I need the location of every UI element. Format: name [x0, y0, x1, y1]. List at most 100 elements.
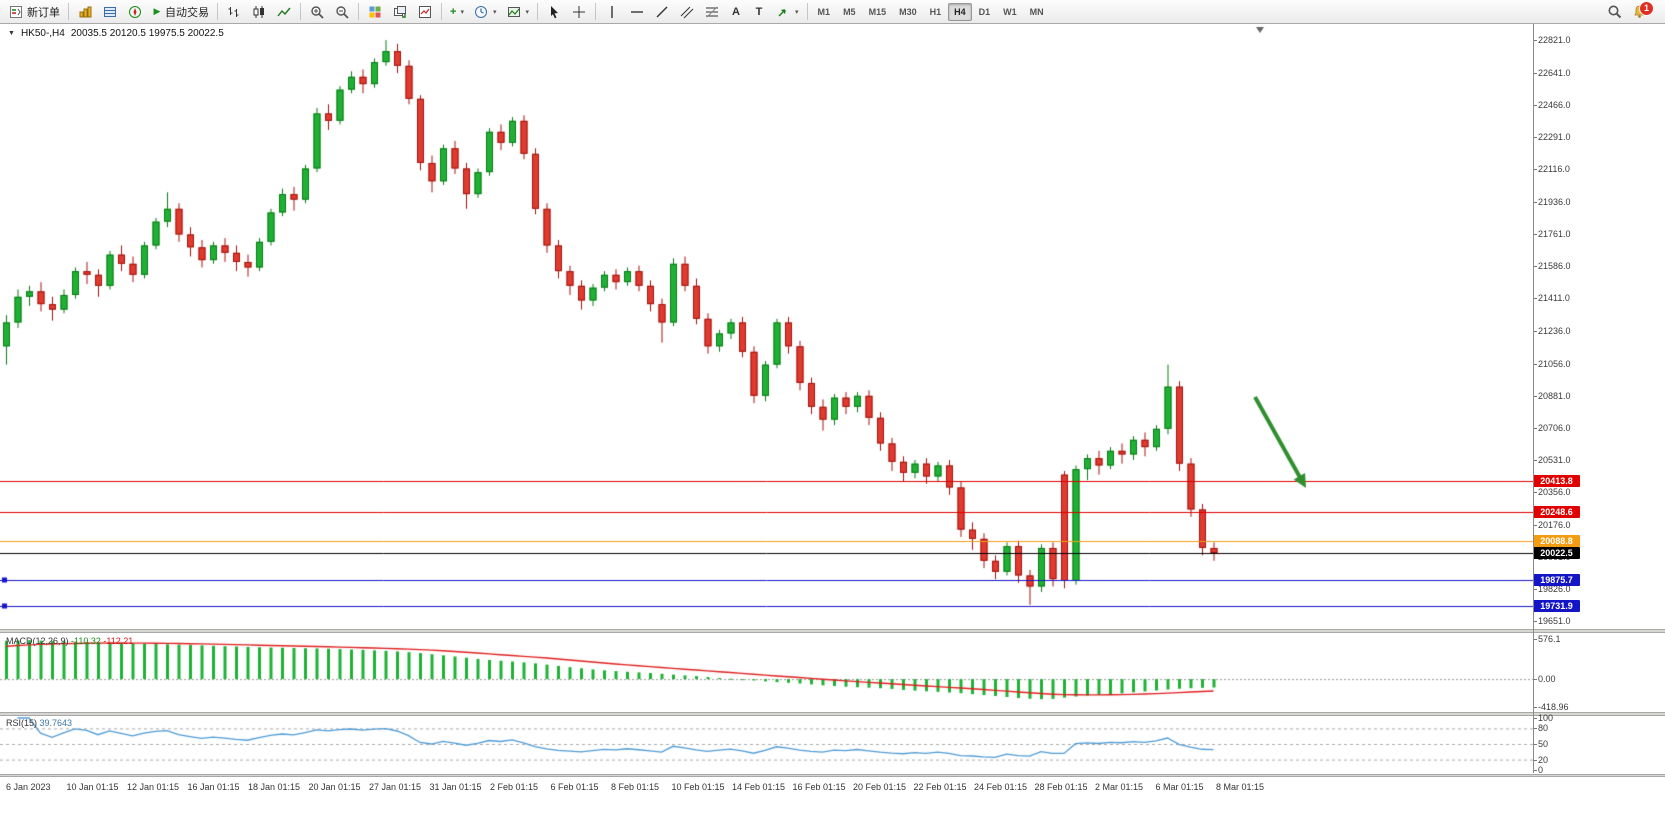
rsi-name: RSI(15): [6, 718, 38, 728]
notifications-button[interactable]: 1: [1627, 0, 1654, 22]
text-button[interactable]: A: [725, 2, 747, 22]
timeframe-button-d1[interactable]: D1: [973, 3, 997, 21]
market-watch-button[interactable]: [73, 2, 97, 22]
new-order-button[interactable]: 新订单: [4, 2, 64, 22]
panel-splitter[interactable]: [0, 712, 1665, 716]
chart-ohlc-values: 20035.5 20120.5 19975.5 20022.5: [70, 28, 224, 39]
vertical-line-icon: [604, 4, 620, 20]
macd-indicator-label: MACD(12,26,9) -110.32 -112.21: [6, 636, 133, 646]
date-axis[interactable]: 6 Jan 2023 10 Jan 01:15 12 Jan 01:15 16 Jan…: [0, 779, 1533, 797]
rsi-value: 39.7643: [39, 718, 73, 728]
timeframe-button-w1[interactable]: W1: [997, 3, 1023, 21]
label-tool-icon: T: [755, 5, 763, 18]
crosshair-button[interactable]: [567, 2, 591, 22]
cascade-windows-button[interactable]: [388, 2, 412, 22]
line-chart-icon: [276, 4, 292, 20]
toolbar-separator: [217, 3, 218, 20]
auto-trading-button[interactable]: ▶ 自动交易: [148, 2, 213, 22]
tile-windows-button[interactable]: [363, 2, 387, 22]
fibonacci-button[interactable]: [700, 2, 724, 22]
line-price-badge: 19875.7: [1533, 573, 1580, 586]
price-axis-label: 22291.0: [1533, 132, 1571, 143]
timeframe-button-m30[interactable]: M30: [893, 3, 923, 21]
indicators-add-icon: +: [450, 5, 457, 18]
vertical-line-button[interactable]: [600, 2, 624, 22]
line-price-badge: 20413.8: [1533, 475, 1580, 488]
price-axis-label: 21056.0: [1533, 358, 1571, 369]
price-axis-label: 20531.0: [1533, 454, 1571, 465]
arrange-windows-button[interactable]: [413, 2, 437, 22]
data-window-icon: [102, 4, 118, 20]
market-watch-icon: [77, 4, 93, 20]
timeframe-group: M1 M5 M15 M30 H1 H4 D1 W1 MN: [812, 2, 1050, 21]
price-axis-label: 21936.0: [1533, 197, 1571, 208]
text-tool-icon: A: [732, 5, 740, 18]
panel-splitter[interactable]: [0, 629, 1665, 633]
price-axis-label: 22641.0: [1533, 67, 1571, 78]
date-axis-label: 2 Feb 01:15: [490, 782, 539, 792]
search-button[interactable]: [1602, 2, 1626, 22]
cursor-button[interactable]: [542, 2, 566, 22]
date-axis-label: 8 Mar 01:15: [1216, 782, 1265, 792]
trendline-button[interactable]: [650, 2, 674, 22]
rsi-indicator-label: RSI(15) 39.7643: [6, 718, 72, 728]
template-icon: [506, 4, 522, 20]
timeframe-button-h1[interactable]: H1: [924, 3, 948, 21]
date-axis-label: 22 Feb 01:15: [913, 782, 967, 792]
collapse-triangle-icon[interactable]: ▼: [8, 30, 15, 37]
rsi-panel-canvas[interactable]: [0, 716, 1533, 774]
shapes-button[interactable]: ▾: [771, 2, 803, 22]
price-axis-label: 22821.0: [1533, 34, 1571, 45]
axis-vertical-separator: [1533, 24, 1534, 773]
zoom-out-button[interactable]: [330, 2, 354, 22]
bar-chart-button[interactable]: [222, 2, 246, 22]
macd-value-signal: -112.21: [103, 636, 134, 646]
timeframe-button-m1[interactable]: M1: [812, 3, 837, 21]
clock-icon: [473, 4, 489, 20]
timeframe-button-h4[interactable]: H4: [948, 2, 972, 21]
timeframe-button-m15[interactable]: M15: [863, 3, 893, 21]
navigator-button[interactable]: [123, 2, 147, 22]
periods-button[interactable]: ▾: [469, 2, 501, 22]
date-axis-label: 20 Jan 01:15: [308, 782, 361, 792]
templates-button[interactable]: ▾: [502, 2, 534, 22]
toolbar-separator: [595, 3, 597, 20]
timeframe-button-m5[interactable]: M5: [837, 3, 862, 21]
channel-button[interactable]: [675, 2, 699, 22]
indicators-button[interactable]: + ▾: [446, 2, 468, 22]
price-axis-label: 21761.0: [1533, 229, 1571, 240]
label-button[interactable]: T: [748, 2, 770, 22]
panel-splitter[interactable]: [0, 774, 1665, 777]
current-price-badge: 20022.5: [1533, 547, 1580, 559]
line-chart-button[interactable]: [272, 2, 296, 22]
date-axis-label: 27 Jan 01:15: [369, 782, 422, 792]
navigator-icon: [127, 4, 143, 20]
date-axis-label: 6 Jan 2023: [6, 782, 51, 792]
arrange-windows-icon: [417, 4, 433, 20]
main-chart-canvas[interactable]: [0, 24, 1533, 629]
candlestick-chart-button[interactable]: [247, 2, 271, 22]
price-axis: 22821.0 22641.0 22466.0 22291.0 22116.0 21936…: [1533, 24, 1663, 629]
date-axis-label: 2 Mar 01:15: [1095, 782, 1144, 792]
macd-axis-label: 576.1: [1533, 634, 1561, 644]
trendline-icon: [654, 4, 670, 20]
line-price-badge: 20248.6: [1533, 505, 1580, 518]
line-price-badge: 19731.9: [1533, 600, 1580, 613]
timeframe-button-mn[interactable]: MN: [1024, 3, 1050, 21]
horizontal-line-button[interactable]: [625, 2, 649, 22]
macd-axis: 576.1 0.00 -418.96: [1533, 634, 1663, 712]
data-window-button[interactable]: [98, 2, 122, 22]
toolbar-separator: [68, 3, 69, 20]
main-toolbar: 新订单 ▶ 自动交易: [0, 0, 1665, 24]
macd-panel-canvas[interactable]: [0, 634, 1533, 712]
toolbar-separator: [806, 3, 808, 20]
rsi-axis-label: 20: [1532, 754, 1549, 765]
date-axis-label: 16 Feb 01:15: [792, 782, 846, 792]
price-axis-label: 20881.0: [1533, 390, 1571, 401]
price-axis-label: 22466.0: [1533, 100, 1571, 111]
date-axis-label: 20 Feb 01:15: [853, 782, 907, 792]
date-axis-label: 6 Feb 01:15: [550, 782, 599, 792]
fibonacci-icon: [704, 4, 720, 20]
new-order-label: 新订单: [27, 6, 60, 19]
zoom-in-button[interactable]: [305, 2, 329, 22]
